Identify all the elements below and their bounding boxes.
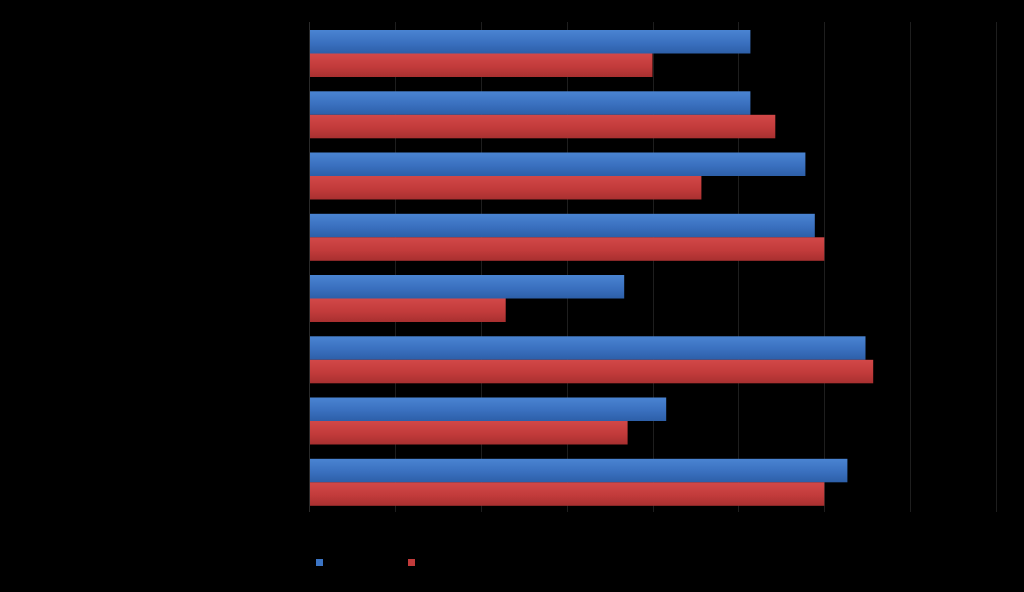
bar [310, 482, 825, 506]
bar [310, 91, 751, 115]
bars [310, 30, 874, 506]
bar [310, 298, 506, 322]
bar [310, 237, 825, 261]
legend-marker [408, 559, 415, 566]
legend [316, 559, 415, 566]
bar [310, 152, 806, 176]
bar [310, 359, 874, 384]
bar [310, 397, 667, 421]
bar [310, 176, 702, 200]
bar [310, 114, 776, 139]
bar [310, 213, 815, 238]
bar [310, 275, 625, 299]
bar [310, 421, 628, 445]
bar [310, 458, 848, 483]
bar [310, 30, 751, 54]
bar [310, 53, 653, 77]
bar [310, 336, 866, 360]
legend-marker [316, 559, 323, 566]
